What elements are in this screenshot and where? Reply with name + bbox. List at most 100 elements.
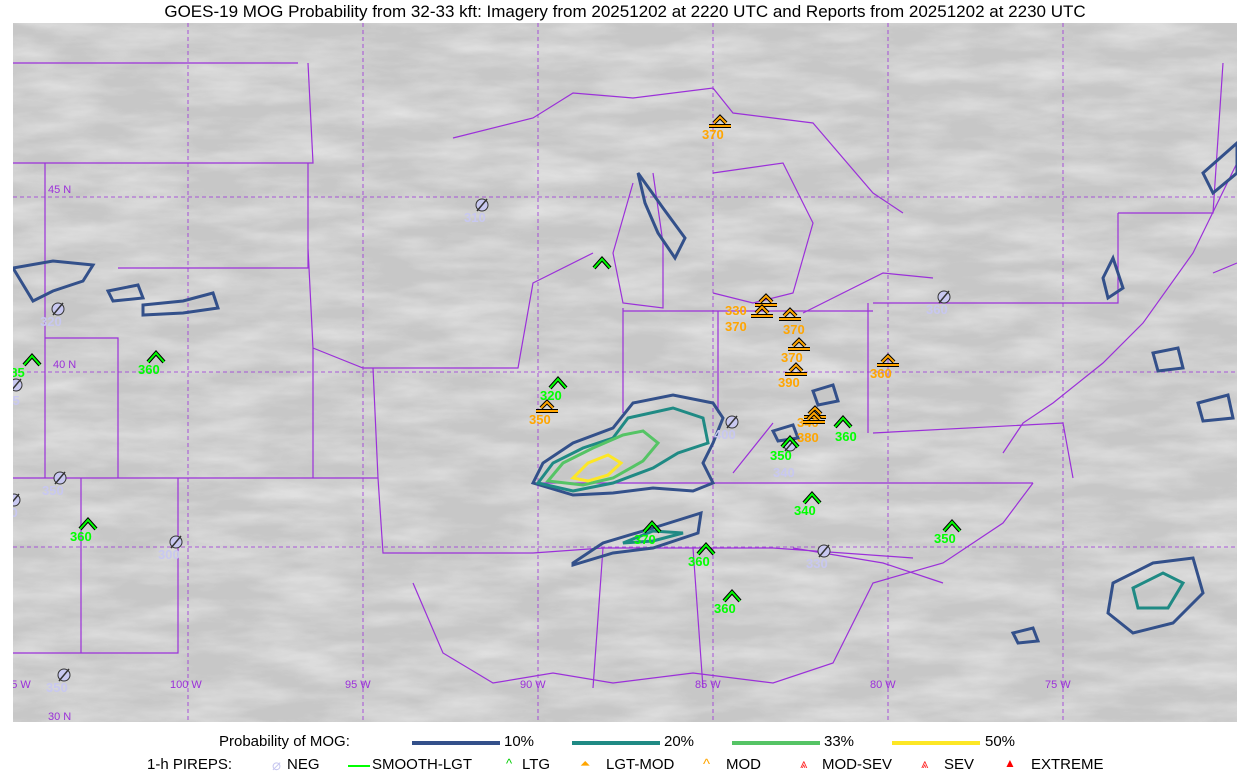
- political-borders: [13, 62, 1237, 689]
- pirep-ltg[interactable]: 350: [770, 434, 800, 463]
- pirep-ltg[interactable]: 370: [634, 519, 662, 547]
- pirep-ltg[interactable]: 360: [70, 516, 98, 544]
- pirep-lgt-mod[interactable]: 350: [529, 399, 558, 427]
- mod-icon: ^: [703, 756, 711, 773]
- mog-contour-p10: [1196, 393, 1235, 423]
- pirep-ltg[interactable]: 350: [934, 518, 962, 546]
- pirep-flight-level: 310: [464, 210, 486, 225]
- legend-neg: NEG: [287, 756, 320, 773]
- mog-contour-p10: [571, 510, 703, 568]
- mog-contour-p10: [1151, 346, 1185, 373]
- pirep-ltg[interactable]: 085: [13, 352, 42, 380]
- pirep-ltg[interactable]: 340: [794, 490, 822, 518]
- lat-label: 40 N: [53, 359, 76, 371]
- pirep-lgt-mod[interactable]: 330: [725, 293, 777, 318]
- pirep-lgt-mod[interactable]: 370: [725, 304, 773, 334]
- lgt-mod-icon: ⏶: [580, 756, 591, 771]
- pirep-flight-level: 340: [794, 503, 816, 518]
- pirep-neg[interactable]: 320: [40, 302, 65, 329]
- pirep-lgt-mod[interactable]: 370: [781, 337, 810, 365]
- neg-icon: ⌀: [272, 757, 282, 774]
- pirep-ltg[interactable]: 360: [714, 588, 742, 616]
- lon-label: 75 W: [1045, 679, 1071, 691]
- pirep-lgt-mod[interactable]: 380: [797, 410, 825, 445]
- pirep-ltg[interactable]: [592, 255, 612, 270]
- lat-label: 30 N: [48, 711, 71, 722]
- lon-label: 105 W: [13, 679, 31, 691]
- pirep-flight-level: 350: [13, 505, 18, 520]
- legend-label-50: 50%: [985, 733, 1016, 750]
- pirep-neg[interactable]: 350: [46, 668, 71, 695]
- pirep-flight-level: 370: [783, 322, 805, 337]
- legend-line-33: [732, 741, 820, 745]
- pirep-flight-level: 350: [529, 412, 551, 427]
- pirep-flight-level: 350: [934, 531, 956, 546]
- legend-mod: MOD: [726, 756, 761, 773]
- pirep-neg[interactable]: 350: [13, 493, 21, 520]
- pirep-ltg[interactable]: 360: [138, 349, 166, 377]
- legend-extreme: EXTREME: [1031, 756, 1104, 773]
- pirep-flight-level: 360: [926, 302, 948, 317]
- pirep-lgt-mod[interactable]: 360: [870, 353, 899, 381]
- legend-line-50: [892, 741, 980, 745]
- pirep-ltg[interactable]: 320: [540, 375, 568, 403]
- mog-contour-p10: [636, 172, 687, 261]
- legend-line-20: [572, 741, 660, 745]
- mog-contour-p10: [13, 259, 96, 303]
- pirep-flight-level: 360: [870, 366, 892, 381]
- cloud-imagery: [13, 23, 1237, 722]
- pirep-lgt-mod[interactable]: 370: [779, 307, 805, 337]
- legend-sev: SEV: [944, 756, 975, 773]
- pirep-flight-level: 330: [806, 556, 828, 571]
- pirep-flight-level: 370: [725, 319, 747, 334]
- pirep-lgt-mod[interactable]: 370: [702, 114, 731, 142]
- pirep-ltg[interactable]: 360: [688, 541, 716, 569]
- legend-label-10: 10%: [504, 733, 535, 750]
- pirep-flight-level: 330: [725, 303, 747, 318]
- legend-smooth-lgt: SMOOTH-LGT: [372, 756, 472, 773]
- pirep-legend: 1-h PIREPS: ⌀ NEG SMOOTH-LGT ^ LTG ⏶ LGT…: [0, 756, 1250, 776]
- lon-label: 80 W: [870, 679, 896, 691]
- mog-contour-p10: [811, 383, 840, 407]
- pirep-flight-level: 370: [634, 532, 656, 547]
- mod-sev-icon: ⩓: [800, 756, 808, 771]
- mog-contour-p10: [1101, 254, 1125, 301]
- pirep-neg[interactable]: 330: [806, 544, 831, 571]
- legend-line-10: [412, 741, 500, 745]
- mog-contour-p20: [622, 529, 684, 545]
- ltg-icon: ^: [506, 756, 513, 771]
- pirep-flight-level: 320: [540, 388, 562, 403]
- pirep-neg[interactable]: 350: [42, 471, 67, 498]
- sev-icon: ⩓: [921, 756, 929, 771]
- legend-lgt-mod: LGT-MOD: [606, 756, 675, 773]
- pirep-ltg[interactable]: 360: [833, 414, 857, 444]
- mog-contour-p10: [1106, 556, 1205, 635]
- mog-contour-p10: [141, 291, 220, 317]
- lat-lon-grid: [13, 23, 1237, 722]
- probability-legend-title: Probability of MOG:: [219, 733, 350, 750]
- pirep-flight-level: 360: [714, 601, 736, 616]
- extreme-icon: ▲: [1004, 756, 1016, 770]
- lon-label: 95 W: [345, 679, 371, 691]
- lon-label: 90 W: [520, 679, 546, 691]
- pirep-neg[interactable]: 385: [13, 378, 23, 408]
- legend-label-33: 33%: [824, 733, 855, 750]
- pirep-flight-level: 360: [70, 529, 92, 544]
- mog-contour-p10: [770, 423, 801, 443]
- pirep-flight-level: 350: [42, 483, 64, 498]
- pirep-flight-level: 350: [46, 680, 68, 695]
- mog-contour-p20: [535, 406, 710, 493]
- pirep-lgt-mod[interactable]: 390: [778, 362, 807, 390]
- mog-contour-p33: [545, 429, 661, 487]
- satellite-map: 45 N 40 N 30 N 105 W 100 W 95 W 90 W 85 W 80 W 75…: [13, 23, 1237, 722]
- lat-label: 45 N: [48, 184, 71, 196]
- pirep-flight-level: 320: [40, 314, 62, 329]
- pirep-neg[interactable]: 360: [926, 290, 951, 317]
- pirep-neg[interactable]: 310: [464, 198, 489, 225]
- pirep-flight-level: 340: [773, 465, 795, 480]
- pirep-flight-level: 360: [835, 429, 857, 444]
- pirep-neg[interactable]: 300: [158, 535, 183, 562]
- pirep-neg[interactable]: 400: [714, 415, 739, 442]
- mog-contour-p10: [1010, 626, 1041, 645]
- legend-label-20: 20%: [664, 733, 695, 750]
